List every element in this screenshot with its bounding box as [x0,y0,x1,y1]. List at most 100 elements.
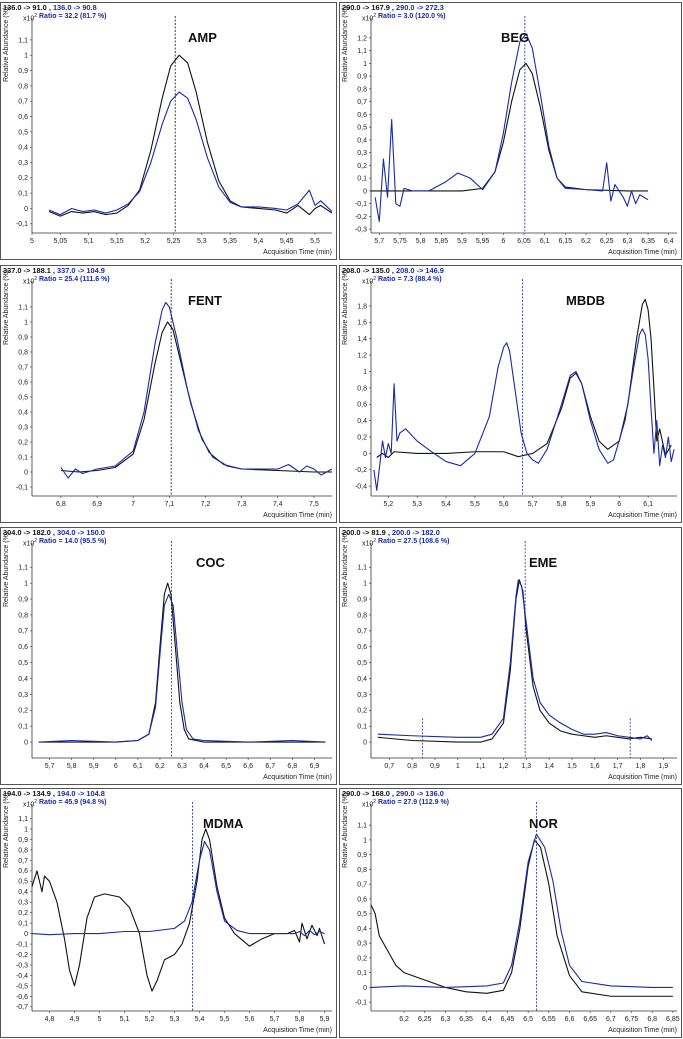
x-tick-label: 5,9 [89,763,99,770]
x-tick-label: 5,6 [499,501,509,508]
y-axis-label: Relative Abundance (%) [3,531,10,607]
transition-black: 304.0 -> 182.0 [3,528,51,537]
header-separator: , [385,528,392,537]
y-tick-label: 0,1 [18,191,28,198]
y-scale-multiplier: x102 [23,276,37,285]
chart-plot-beg: -0,3 -0,2 -0,1 0 0,1 0,2 0,3 0,4 0,5 0,6 0,7 0,8 0,9… [355,16,677,245]
y-tick-label: 1,1 [357,823,367,830]
y-tick-label: 0,1 [18,921,28,928]
compound-name: FENT [188,293,222,308]
x-tick-label: 5,15 [110,238,124,245]
y-tick-label: 0,1 [18,454,28,461]
transition-blue: 136.0 -> 90.8 [52,3,97,12]
transition-blue: 194.0 -> 104.8 [57,789,105,798]
quantifier-trace-line [370,839,673,997]
x-tick-label: 5,9 [457,238,467,245]
y-tick-label: 0,8 [18,83,28,90]
x-tick-label: 5,85 [434,238,448,245]
y-tick-label: 0,2 [357,163,367,170]
x-axis-label: Acquisition Time (min) [263,1027,332,1034]
x-tick-label: 5,7 [374,238,384,245]
y-tick-label: 0 [24,931,28,938]
transition-black: 136.0 -> 91.0 [3,3,47,12]
x-tick-label: 1,3 [521,763,531,770]
transition-blue: 290.0 -> 272.3 [396,3,444,12]
x-tick-label: 5,2 [140,238,150,245]
y-scale-multiplier: x102 [362,799,376,808]
x-tick-label: 5,2 [383,501,393,508]
x-tick-label: 7,5 [309,501,319,508]
x-tick-label: 6,3 [623,238,633,245]
mrm-transition-header: 290.0 -> 167.9 , 290.0 -> 272.3 [342,3,444,12]
x-axis-label: Acquisition Time (min) [263,249,332,256]
qualifier-ratio: Ratio = 3.0 (120.0 %) [378,13,446,20]
y-tick-label: -0,6 [16,994,28,1001]
x-tick-label: 6,8 [56,501,66,508]
y-tick-label: -0,1 [16,941,28,948]
x-tick-label: 6,7 [606,1016,616,1023]
x-tick-label: 6,65 [583,1016,597,1023]
y-axis-label: Relative Abundance (%) [3,6,10,82]
y-axis-label: Relative Abundance (%) [342,269,349,345]
x-tick-label: 6 [501,238,505,245]
x-tick-label: 6 [114,763,118,770]
x-tick-label: 0,9 [430,763,440,770]
y-tick-label: 0,4 [357,137,367,144]
x-axis-label: Acquisition Time (min) [608,774,677,781]
x-tick-label: 6,3 [441,1016,451,1023]
y-tick-label: 0,2 [18,175,28,182]
y-tick-label: 0,4 [18,409,28,416]
qualifier-ratio: Ratio = 14.0 (95.5 %) [39,538,107,545]
x-tick-label: 5,5 [470,501,480,508]
x-tick-label: 6,1 [133,763,143,770]
x-tick-label: 0,8 [407,763,417,770]
y-scale-multiplier: x102 [362,13,376,22]
y-scale-multiplier: x102 [23,799,37,808]
x-tick-label: 6,2 [581,238,591,245]
x-tick-label: 6,25 [600,238,614,245]
y-tick-label: -0,1 [16,221,28,228]
x-tick-label: 5,7 [528,501,538,508]
transition-blue: 304.0 -> 150.0 [57,528,105,537]
x-tick-label: 5,7 [270,1016,280,1023]
compound-name: MBDB [566,293,605,308]
x-tick-label: 6,2 [399,1016,409,1023]
header-separator: , [50,528,58,537]
y-tick-label: 0,5 [357,660,367,667]
x-tick-label: 6,45 [501,1016,515,1023]
y-tick-label: 0,9 [18,334,28,341]
y-tick-label: 0,8 [18,349,28,356]
transition-blue: 290.0 -> 136.0 [396,789,444,798]
multiplier-base: x10 [362,278,374,286]
qualifier-ratio: Ratio = 27.5 (108.6 %) [378,538,450,545]
qualifier-trace-line [373,328,675,491]
x-tick-label: 6,2 [155,763,165,770]
chart-panel-beg: 290.0 -> 167.9 , 290.0 -> 272.3 x102 Ratio… [339,2,682,260]
qualifier-trace-line [48,91,333,216]
y-tick-label: 0 [363,740,367,747]
y-tick-label: 0,9 [357,74,367,81]
y-tick-label: 0,6 [357,644,367,651]
x-tick-label: 7 [131,501,135,508]
y-tick-label: 0,2 [357,955,367,962]
y-tick-label: 0,5 [357,125,367,132]
chart-plot-fent: -0,1 0 0,1 0,2 0,3 0,4 0,5 0,6 0,7 0,8 0,9 1 1,1 6,8 6… [16,279,333,508]
y-tick-label: 0,9 [18,68,28,75]
x-tick-label: 6 [617,501,621,508]
y-tick-label: 0,5 [18,394,28,401]
x-tick-label: 1,4 [544,763,554,770]
y-tick-label: 1 [24,826,28,833]
y-tick-label: -0,2 [16,952,28,959]
x-tick-label: 6,9 [92,501,102,508]
y-tick-label: 0,4 [18,145,28,152]
y-tick-label: 1,8 [357,303,367,310]
header-separator: , [46,3,53,12]
x-tick-label: 5,4 [441,501,451,508]
x-tick-label: 1,8 [636,763,646,770]
chart-panel-mdma: 194.0 -> 134.9 , 194.0 -> 104.8 x102 Ratio… [0,788,337,1038]
x-axis-label: Acquisition Time (min) [608,1027,677,1034]
chart-plot-coc: 0 0,1 0,2 0,3 0,4 0,5 0,6 0,7 0,8 0,9 1 1,1 5,7 5,8 5,… [18,541,332,770]
y-tick-label: 1,1 [18,304,28,311]
x-tick-label: 6,85 [666,1016,680,1023]
quantifier-trace-line [31,828,326,992]
